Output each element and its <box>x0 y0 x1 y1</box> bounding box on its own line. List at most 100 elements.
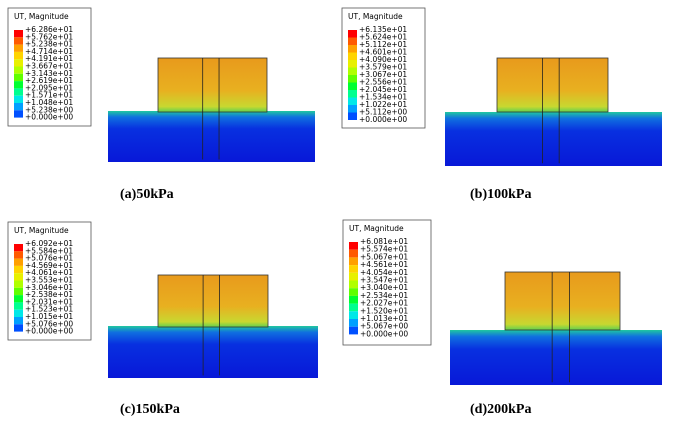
legend-swatch <box>348 60 357 68</box>
legend-swatch <box>349 272 358 281</box>
legend-label: +1.013e+01 <box>360 314 408 323</box>
legend-label: +5.238e+01 <box>25 40 73 49</box>
legend-label: +0.000e+00 <box>359 115 407 124</box>
legend-label: +6.286e+01 <box>25 25 73 34</box>
legend-swatch <box>14 59 23 67</box>
legend-label: +3.067e+01 <box>359 70 407 79</box>
legend-label: +5.076e+00 <box>25 319 73 328</box>
legend-swatch <box>348 37 357 45</box>
legend-swatch <box>348 67 357 75</box>
structure <box>157 57 268 113</box>
legend-swatch <box>14 251 23 259</box>
structure <box>496 57 609 113</box>
legend-label: +4.054e+01 <box>360 268 408 277</box>
legend-label: +4.714e+01 <box>25 47 73 56</box>
legend-label: +2.045e+01 <box>359 85 407 94</box>
legend-label: +5.238e+00 <box>25 105 73 114</box>
legend-label: +5.624e+01 <box>359 33 407 42</box>
legend-swatch <box>14 302 23 310</box>
legend-label: +4.601e+01 <box>359 48 407 57</box>
legend-label: +6.092e+01 <box>25 239 73 248</box>
legend-label: +1.534e+01 <box>359 93 407 102</box>
structure <box>504 271 621 331</box>
caption: (d)200kPa <box>470 402 531 417</box>
legend-title: UT, Magnitude <box>348 12 403 21</box>
legend-swatch <box>348 112 357 120</box>
legend-label: +0.000e+00 <box>25 113 73 122</box>
legend-swatch <box>14 73 23 82</box>
legend-label: +3.046e+01 <box>25 283 73 292</box>
legend-swatch <box>349 257 358 266</box>
legend-label: +2.538e+01 <box>25 290 73 299</box>
legend-swatch <box>14 95 23 103</box>
structure <box>157 274 269 328</box>
legend-swatch <box>349 265 358 273</box>
legend-label: +4.561e+01 <box>360 260 408 269</box>
legend-label: +3.579e+01 <box>359 63 407 72</box>
legend-swatch <box>14 30 23 38</box>
legend-swatch <box>14 37 23 45</box>
legend-swatch <box>348 75 357 83</box>
legend-label: +1.022e+01 <box>359 100 407 109</box>
legend-label: +0.000e+00 <box>25 327 73 336</box>
legend-label: +1.015e+01 <box>25 312 73 321</box>
legend-swatch <box>348 30 357 38</box>
legend-label: +5.067e+00 <box>360 322 408 331</box>
legend-label: +2.027e+01 <box>360 299 408 308</box>
legend-swatch <box>14 244 23 252</box>
legend-swatch <box>348 90 357 98</box>
legend-swatch <box>348 45 357 53</box>
legend-label: +2.095e+01 <box>25 83 73 92</box>
legend-swatch <box>14 309 23 317</box>
legend-label: +4.090e+01 <box>359 55 407 64</box>
legend-label: +5.067e+01 <box>360 252 408 261</box>
legend-swatch <box>349 249 358 258</box>
legend-label: +4.569e+01 <box>25 261 73 270</box>
legend-label: +1.520e+01 <box>360 306 408 315</box>
legend-label: +5.584e+01 <box>25 246 73 255</box>
caption: (c)150kPa <box>120 402 180 417</box>
legend-swatch <box>14 317 23 325</box>
legend-label: +5.574e+01 <box>360 245 408 254</box>
legend-swatch <box>348 97 357 105</box>
legend-label: +3.667e+01 <box>25 62 73 71</box>
legend-label: +0.000e+00 <box>360 329 408 338</box>
foundation <box>108 111 315 162</box>
legend-label: +4.061e+01 <box>25 268 73 277</box>
legend-label: +2.619e+01 <box>25 76 73 85</box>
legend-swatch <box>348 82 357 90</box>
legend-swatch <box>349 242 358 250</box>
legend-swatch <box>14 110 23 118</box>
legend-swatch <box>349 288 358 296</box>
legend-label: +3.547e+01 <box>360 276 408 285</box>
legend-label: +1.048e+01 <box>25 98 73 107</box>
legend-swatch <box>14 258 23 266</box>
legend-swatch <box>14 66 23 74</box>
legend-swatch <box>349 319 358 327</box>
legend-label: +5.112e+01 <box>359 40 407 49</box>
legend-swatch <box>14 287 23 296</box>
legend-label: +1.523e+01 <box>25 305 73 314</box>
legend-label: +4.191e+01 <box>25 54 73 63</box>
legend-swatch <box>348 105 357 113</box>
legend-label: +3.143e+01 <box>25 69 73 78</box>
legend-swatch <box>348 52 357 60</box>
legend-swatch <box>14 51 23 60</box>
legend-label: +1.571e+01 <box>25 91 73 100</box>
legend-label: +3.553e+01 <box>25 276 73 285</box>
legend-swatch <box>14 103 23 111</box>
legend-label: +5.762e+01 <box>25 32 73 41</box>
legend-label: +2.556e+01 <box>359 78 407 87</box>
legend-label: +6.135e+01 <box>359 25 407 34</box>
caption: (a)50kPa <box>120 187 174 202</box>
caption: (b)100kPa <box>470 187 531 202</box>
legend-swatch <box>14 88 23 96</box>
legend-swatch <box>14 295 23 303</box>
legend-swatch <box>14 273 23 281</box>
legend-swatch <box>14 265 23 274</box>
legend-swatch <box>14 280 23 288</box>
legend-label: +3.040e+01 <box>360 283 408 292</box>
legend-swatch <box>349 303 358 312</box>
legend-swatch <box>349 311 358 319</box>
